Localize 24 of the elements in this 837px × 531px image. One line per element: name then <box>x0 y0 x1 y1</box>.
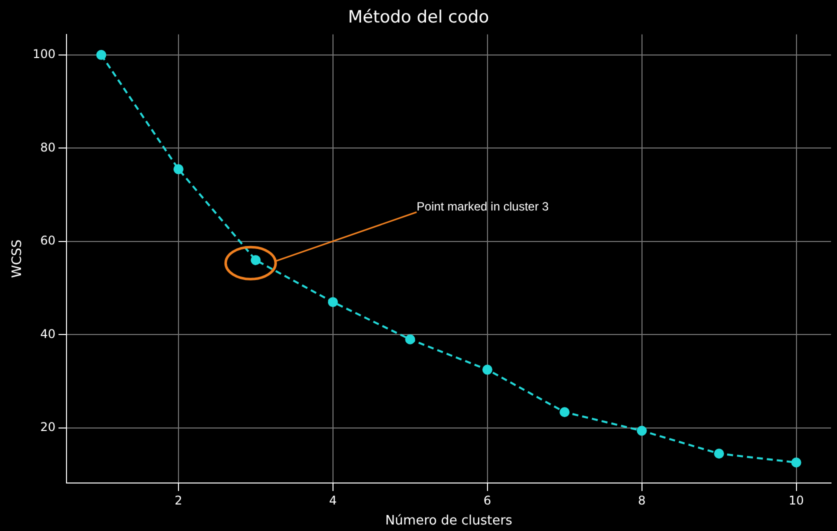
point <box>250 255 261 266</box>
x-tick-label: 10 <box>788 493 804 508</box>
point <box>791 457 802 468</box>
y-tick-label: 60 <box>40 234 56 248</box>
y-tick-label: 20 <box>40 420 56 434</box>
x-tick-label: 6 <box>484 493 492 508</box>
y-tick-label: 100 <box>32 47 56 62</box>
x-tick-label: 2 <box>174 493 182 508</box>
annotation: Point marked in cluster 3 <box>416 199 550 214</box>
point <box>482 364 492 375</box>
x-tick-label: 4 <box>329 493 337 508</box>
y-tick-label: 80 <box>40 140 56 154</box>
point <box>96 50 106 60</box>
chart-title: Método del codo <box>348 8 490 28</box>
x-tick-label: 8 <box>638 493 646 508</box>
y-tick-label: 40 <box>40 326 56 341</box>
point <box>714 448 724 459</box>
point <box>405 334 416 344</box>
point <box>636 426 647 436</box>
x-axis-title: Número de clusters <box>385 514 513 529</box>
y-axis-title: WCSS <box>10 239 26 278</box>
point <box>173 164 184 174</box>
point <box>560 407 570 418</box>
point <box>328 297 338 308</box>
